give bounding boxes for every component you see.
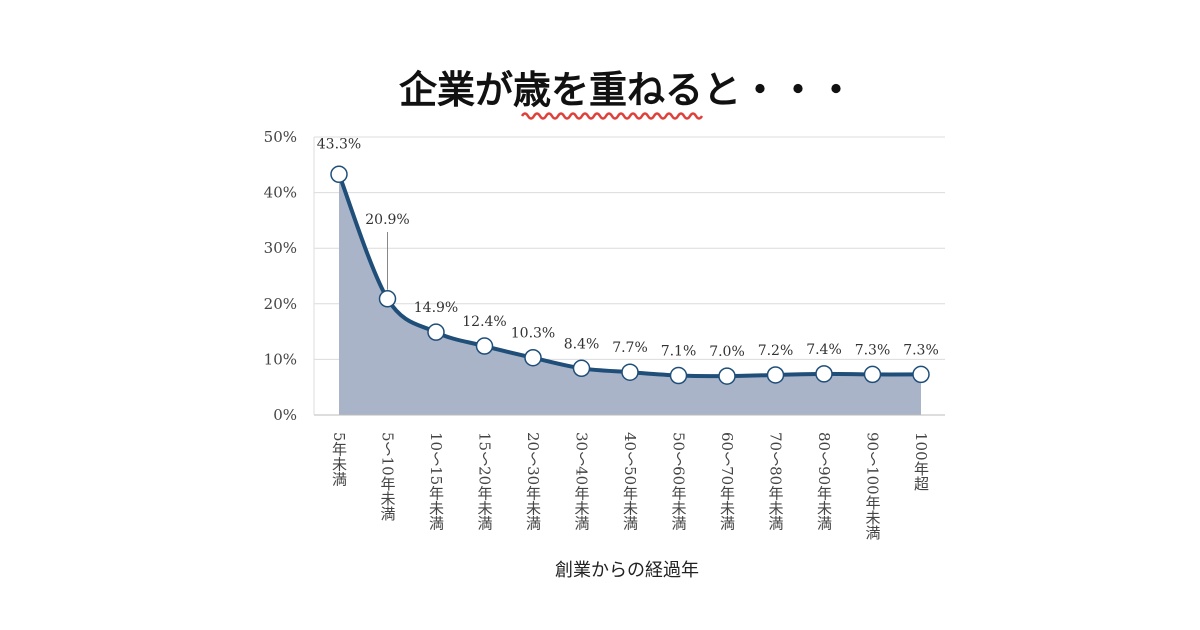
x-category-label: 70～80年未満 [767,432,785,530]
y-tick-label: 10% [264,350,297,368]
wavy-underline [520,112,704,120]
x-category-label: 5年未満 [330,432,348,487]
y-tick-label: 40% [264,184,297,202]
x-category-label: 50～60年未満 [670,432,688,530]
x-axis-title: 創業からの経過年 [555,560,699,581]
y-tick-label: 0% [273,406,297,424]
x-category-label: 40～50年未満 [621,432,639,530]
series-area [339,174,921,415]
data-point-marker [718,367,736,385]
data-label: 8.4% [564,336,600,352]
data-label: 7.3% [855,342,891,358]
data-point-marker [330,165,348,184]
data-point-marker [912,365,930,384]
data-point-marker [427,323,445,341]
data-point-marker [863,365,882,384]
data-point-marker [378,290,397,308]
data-label: 10.3% [511,326,555,342]
x-category-label: 20～30年未満 [524,432,542,530]
data-label: 12.4% [462,314,506,330]
data-point-marker [669,366,688,385]
axes [313,137,945,416]
y-tick-label: 50% [264,128,297,146]
markers [330,165,930,385]
data-point-marker [475,337,494,355]
x-category-label: 15～20年未満 [476,432,494,530]
data-label: 7.0% [709,344,745,360]
data-point-marker [766,366,785,384]
data-label: 7.4% [806,342,842,358]
data-label: 7.1% [661,344,697,360]
x-category-label: 80～90年未満 [815,432,833,530]
category-labels: 5年未満 5～10年未満 10～15年未満 15～20年未満 20～30年未満 30～40… [330,432,930,540]
data-label: 20.9% [365,212,409,228]
gridlines: 0% 10% 20% 30% 40% 50% [264,128,945,424]
x-category-label: 5～10年未満 [379,432,397,521]
data-point-marker [572,359,591,378]
data-point-marker [815,365,833,383]
data-label: 7.3% [903,342,939,358]
data-label: 43.3% [317,136,361,152]
data-label: 7.7% [612,340,648,356]
x-category-label: 90～100年未満 [864,432,882,540]
x-category-label: 10～15年未満 [427,432,445,530]
chart-title: 企業が歳を重ねると・・・ [399,67,855,112]
data-point-marker [524,348,542,367]
y-tick-label: 30% [264,239,297,257]
area-layer [339,174,921,415]
data-point-marker [621,363,639,381]
x-category-label: 30～40年未満 [573,432,591,530]
x-category-label: 100年超 [912,432,930,491]
data-label: 7.2% [758,343,794,359]
data-labels: 43.3% 20.9% 14.9%12.4% 10.3% 8.4% 7.7% 7.1% 7.0… [317,136,939,360]
y-tick-label: 20% [264,295,297,313]
x-category-label: 60～70年未満 [718,432,736,530]
data-label: 14.9% [414,300,458,316]
